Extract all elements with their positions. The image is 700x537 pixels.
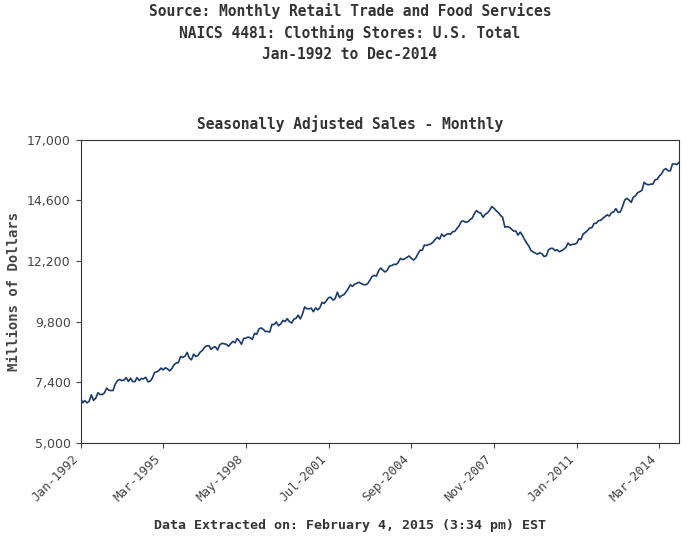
Y-axis label: Millions of Dollars: Millions of Dollars (7, 212, 21, 371)
Text: Source: Monthly Retail Trade and Food Services
NAICS 4481: Clothing Stores: U.S.: Source: Monthly Retail Trade and Food Se… (148, 3, 552, 62)
Text: Seasonally Adjusted Sales - Monthly: Seasonally Adjusted Sales - Monthly (197, 115, 503, 132)
Text: Data Extracted on: February 4, 2015 (3:34 pm) EST: Data Extracted on: February 4, 2015 (3:3… (154, 519, 546, 532)
